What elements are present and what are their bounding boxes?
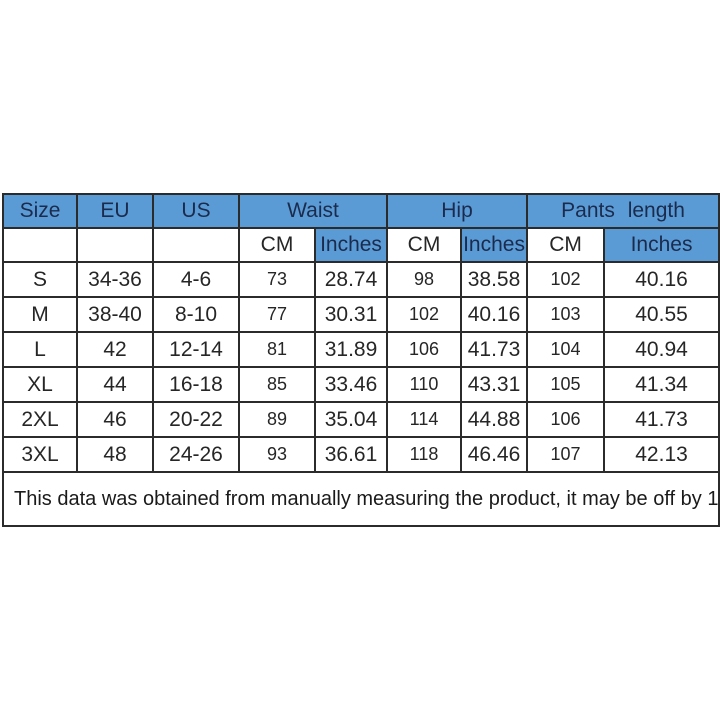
cell-pants-inches: 40.94 <box>603 331 720 368</box>
subheader-empty-us <box>152 227 240 263</box>
table-row-l: L 42 12-14 81 31.89 106 41.73 104 40.94 <box>2 331 720 368</box>
cell-waist-cm: 85 <box>238 366 316 403</box>
cell-us: 4-6 <box>152 261 240 298</box>
cell-eu: 34-36 <box>76 261 154 298</box>
cell-hip-inches: 46.46 <box>460 436 529 473</box>
table-row-xl: XL 44 16-18 85 33.46 110 43.31 105 41.34 <box>2 366 720 403</box>
cell-waist-inches: 28.74 <box>313 261 389 298</box>
header-row-units: CM Inches CM Inches CM Inches <box>2 227 720 263</box>
cell-hip-cm: 106 <box>386 331 463 368</box>
table-row-s: S 34-36 4-6 73 28.74 98 38.58 102 40.16 <box>2 261 720 298</box>
cell-waist-cm: 93 <box>238 436 316 473</box>
note-row: This data was obtained from manually mea… <box>1 471 720 527</box>
measurement-disclaimer-note: This data was obtained from manually mea… <box>1 471 720 527</box>
header-cell-hip: Hip <box>386 193 529 229</box>
subheader-empty-size <box>2 227 78 263</box>
subheader-hip-cm: CM <box>386 227 463 263</box>
cell-size: 2XL <box>2 401 78 438</box>
cell-eu: 44 <box>76 366 154 403</box>
header-cell-us: US <box>152 193 240 229</box>
cell-size: 3XL <box>2 436 78 473</box>
header-row-groups: Size EU US Waist Hip Pants length <box>2 193 720 229</box>
cell-waist-inches: 36.61 <box>313 436 389 473</box>
cell-size: L <box>2 331 78 368</box>
cell-hip-inches: 40.16 <box>460 296 529 333</box>
cell-size: S <box>2 261 78 298</box>
cell-size: M <box>2 296 78 333</box>
cell-hip-cm: 102 <box>386 296 463 333</box>
cell-hip-inches: 43.31 <box>460 366 529 403</box>
cell-us: 16-18 <box>152 366 240 403</box>
subheader-hip-inches: Inches <box>460 227 529 263</box>
cell-pants-cm: 107 <box>526 436 606 473</box>
cell-pants-cm: 104 <box>526 331 606 368</box>
cell-pants-cm: 105 <box>526 366 606 403</box>
cell-hip-inches: 38.58 <box>460 261 529 298</box>
cell-waist-cm: 73 <box>238 261 316 298</box>
header-cell-pants-length: Pants length <box>526 193 720 229</box>
cell-hip-cm: 118 <box>386 436 463 473</box>
cell-eu: 46 <box>76 401 154 438</box>
cell-pants-cm: 102 <box>526 261 606 298</box>
subheader-pants-inches: Inches <box>603 227 720 263</box>
cell-waist-cm: 89 <box>238 401 316 438</box>
cell-waist-inches: 31.89 <box>313 331 389 368</box>
cell-us: 12-14 <box>152 331 240 368</box>
table-row-2xl: 2XL 46 20-22 89 35.04 114 44.88 106 41.7… <box>2 401 720 438</box>
cell-hip-cm: 114 <box>386 401 463 438</box>
cell-size: XL <box>2 366 78 403</box>
subheader-waist-cm: CM <box>238 227 316 263</box>
subheader-waist-inches: Inches <box>313 227 389 263</box>
cell-waist-inches: 33.46 <box>313 366 389 403</box>
cell-waist-inches: 30.31 <box>313 296 389 333</box>
cell-pants-inches: 42.13 <box>603 436 720 473</box>
table-row-m: M 38-40 8-10 77 30.31 102 40.16 103 40.5… <box>2 296 720 333</box>
header-cell-waist: Waist <box>237 193 389 229</box>
subheader-empty-eu <box>76 227 154 263</box>
cell-hip-cm: 110 <box>386 366 463 403</box>
cell-us: 8-10 <box>152 296 240 333</box>
header-cell-eu: EU <box>76 193 154 229</box>
size-chart-table: Size EU US Waist Hip Pants length CM Inc… <box>1 193 720 527</box>
cell-us: 20-22 <box>152 401 240 438</box>
cell-waist-inches: 35.04 <box>313 401 389 438</box>
header-cell-size: Size <box>2 193 78 229</box>
cell-waist-cm: 81 <box>238 331 316 368</box>
cell-pants-inches: 41.73 <box>603 401 720 438</box>
cell-us: 24-26 <box>152 436 240 473</box>
cell-eu: 42 <box>76 331 154 368</box>
cell-pants-cm: 106 <box>526 401 606 438</box>
table-row-3xl: 3XL 48 24-26 93 36.61 118 46.46 107 42.1… <box>2 436 720 473</box>
cell-pants-inches: 41.34 <box>603 366 720 403</box>
cell-hip-inches: 41.73 <box>460 331 529 368</box>
cell-pants-inches: 40.55 <box>603 296 720 333</box>
cell-eu: 48 <box>76 436 154 473</box>
cell-pants-cm: 103 <box>526 296 606 333</box>
cell-hip-cm: 98 <box>386 261 463 298</box>
cell-eu: 38-40 <box>76 296 154 333</box>
cell-hip-inches: 44.88 <box>460 401 529 438</box>
cell-pants-inches: 40.16 <box>603 261 720 298</box>
subheader-pants-cm: CM <box>526 227 606 263</box>
cell-waist-cm: 77 <box>238 296 316 333</box>
